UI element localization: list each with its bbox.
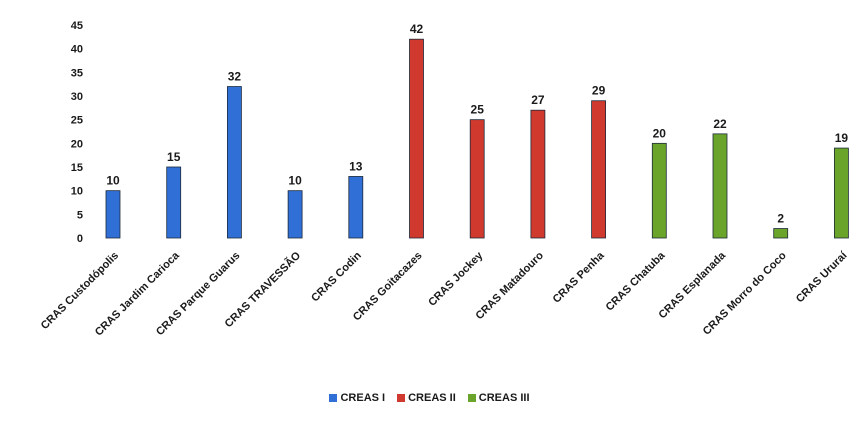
y-tick-label: 25 (71, 115, 83, 127)
bar (349, 176, 363, 238)
y-tick-label: 5 (77, 209, 83, 221)
bar-value-label: 27 (531, 93, 545, 107)
x-tick-label: CRAS Codin (309, 249, 364, 304)
bar-value-label: 10 (288, 174, 302, 188)
x-tick-label: CRAS Ururaí (794, 249, 850, 305)
y-tick-label: 20 (71, 138, 83, 150)
bar-value-label: 2 (777, 212, 784, 226)
bar-value-label: 32 (228, 70, 242, 84)
bar-value-label: 22 (713, 117, 727, 131)
y-tick-label: 35 (71, 67, 83, 79)
x-tick-label: CRAS Esplanada (657, 249, 729, 321)
y-tick-label: 30 (71, 91, 83, 103)
legend-entry: CREAS III (468, 392, 530, 404)
y-tick-label: 10 (71, 186, 83, 198)
bar (106, 191, 120, 238)
legend-label: CREAS III (479, 392, 530, 404)
y-tick-label: 40 (71, 44, 83, 56)
bar (652, 143, 666, 238)
x-tick-label: CRAS Penha (551, 249, 608, 306)
y-tick-label: 0 (77, 233, 83, 245)
bar-value-label: 15 (167, 150, 181, 164)
bar (167, 167, 181, 238)
legend-swatch (329, 394, 337, 402)
legend-label: CREAS II (408, 392, 456, 404)
legend-entry: CREAS I (329, 392, 385, 404)
legend-label: CREAS I (340, 392, 385, 404)
bar-value-label: 20 (653, 126, 667, 140)
legend-entry: CREAS II (397, 392, 456, 404)
x-tick-label: CRAS Matadouro (474, 249, 547, 322)
y-tick-label: 15 (71, 162, 83, 174)
bar-value-label: 10 (106, 174, 120, 188)
y-axis: 0 5 10 15 20 25 30 35 40 45 (71, 20, 83, 245)
legend-swatch (468, 394, 476, 402)
bar (288, 191, 302, 238)
bar (834, 148, 848, 238)
bar (531, 110, 545, 238)
bar-value-label: 42 (410, 22, 424, 36)
bar (470, 120, 484, 238)
x-tick-label: CRAS Chatuba (604, 249, 668, 313)
bar (774, 229, 788, 238)
bars (106, 39, 848, 238)
bar (713, 134, 727, 238)
legend-swatch (397, 394, 405, 402)
x-tick-label: CRAS Jockey (426, 249, 486, 309)
x-tick-label: CRAS Goitacazes (351, 250, 425, 324)
bar-value-label: 13 (349, 159, 363, 173)
bar (592, 101, 606, 238)
y-tick-label: 45 (71, 20, 83, 32)
legend: CREAS I CREAS II CREAS III (0, 392, 859, 405)
bar-value-label: 29 (592, 84, 606, 98)
bar (227, 87, 241, 238)
bar-value-label: 19 (835, 131, 849, 145)
bar (410, 39, 424, 238)
bar-value-label: 25 (471, 103, 485, 117)
